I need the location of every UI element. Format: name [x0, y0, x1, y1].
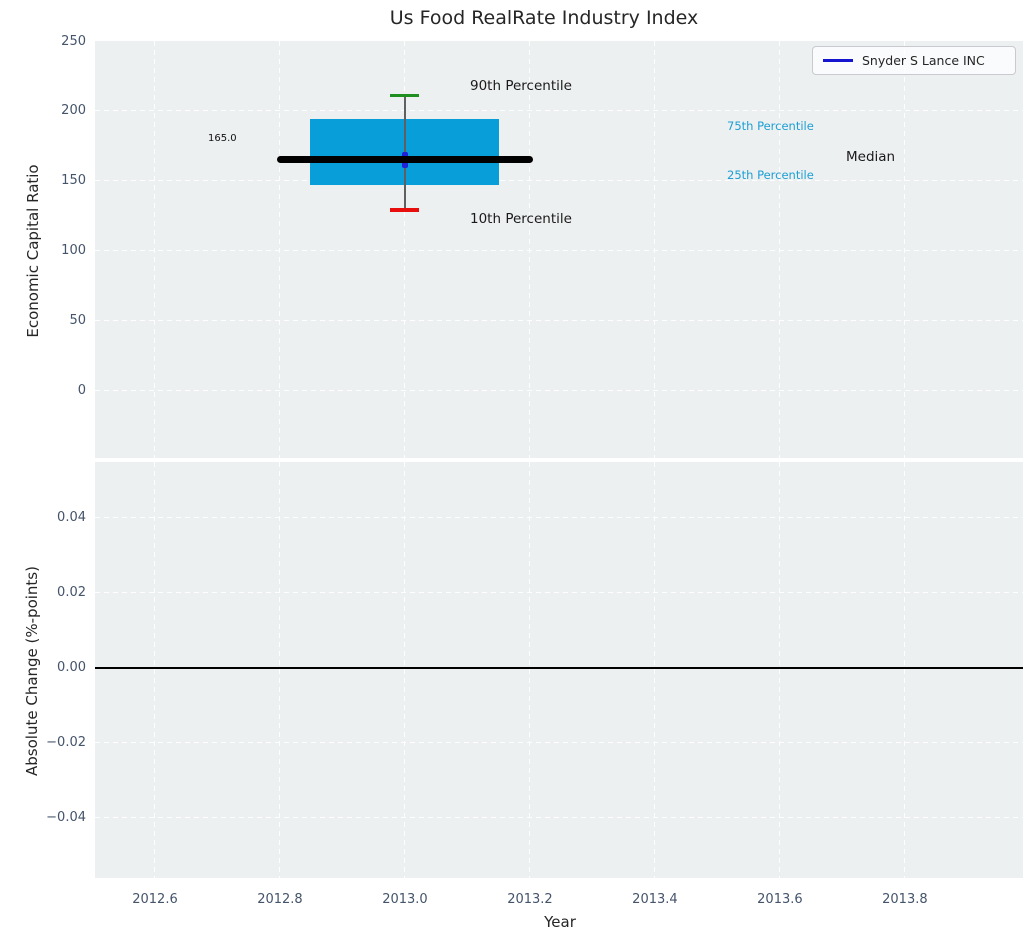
annotation-median: Median — [846, 149, 896, 166]
annotation-25th-percentile: 25th Percentile — [727, 168, 814, 183]
legend[interactable]: Snyder S Lance INC — [812, 46, 1016, 75]
gridline-vertical — [779, 41, 781, 458]
y-axis-label-top: Economic Capital Ratio — [24, 164, 42, 338]
gridline-vertical — [154, 462, 156, 878]
gridline-vertical — [404, 41, 406, 458]
gridline-horizontal — [95, 517, 1023, 519]
y-tick-label: −0.04 — [46, 810, 86, 826]
gridline-vertical — [654, 462, 656, 878]
gridline-horizontal — [95, 592, 1023, 594]
gridline-vertical — [154, 41, 156, 458]
x-tick-label: 2012.6 — [132, 892, 178, 907]
x-tick-label: 2013.2 — [507, 892, 553, 907]
gridline-vertical — [529, 41, 531, 458]
gridline-horizontal — [95, 319, 1023, 321]
gridline-horizontal — [95, 110, 1023, 112]
y-axis-label-bottom: Absolute Change (%-points) — [23, 566, 41, 776]
gridline-vertical — [279, 41, 281, 458]
y-tick-label: 0.04 — [57, 510, 86, 526]
y-tick-label: 150 — [61, 173, 86, 189]
y-tick-label: 0.00 — [57, 660, 86, 676]
gridline-horizontal — [95, 817, 1023, 819]
chart-title: Us Food RealRate Industry Index — [389, 7, 699, 29]
annotation-90th-percentile: 90th Percentile — [470, 78, 572, 95]
cap-90th-percentile — [390, 93, 420, 98]
zero-change-line — [95, 666, 1023, 669]
gridline-horizontal — [95, 249, 1023, 251]
y-tick-label: 0.02 — [57, 585, 86, 601]
gridline-vertical — [654, 41, 656, 458]
gridline-horizontal — [95, 180, 1023, 182]
median-line — [276, 156, 533, 164]
legend-line-sample — [823, 59, 853, 62]
gridline-horizontal — [95, 742, 1023, 744]
gridline-horizontal — [95, 389, 1023, 391]
x-tick-label: 2013.4 — [632, 892, 678, 907]
gridline-vertical — [779, 462, 781, 878]
annotation-165-0: 165.0 — [208, 133, 237, 144]
x-tick-label: 2013.0 — [382, 892, 428, 907]
gridline-vertical — [279, 462, 281, 878]
y-tick-label: 200 — [61, 103, 86, 119]
y-tick-label: 100 — [61, 242, 86, 258]
annotation-10th-percentile: 10th Percentile — [470, 211, 572, 228]
gridline-vertical — [904, 41, 906, 458]
y-tick-label: 50 — [69, 312, 86, 328]
y-tick-label: 0 — [77, 382, 86, 398]
x-tick-label: 2012.8 — [257, 892, 303, 907]
gridline-vertical — [904, 462, 906, 878]
annotation-75th-percentile: 75th Percentile — [727, 119, 814, 134]
cap-10th-percentile — [390, 208, 420, 212]
y-tick-label: 250 — [61, 33, 86, 49]
y-tick-label: −0.02 — [46, 735, 86, 751]
x-axis-label: Year — [544, 913, 576, 931]
bottom-axes-panel — [95, 462, 1023, 878]
x-tick-label: 2013.8 — [882, 892, 928, 907]
x-tick-label: 2013.6 — [757, 892, 803, 907]
legend-series-label: Snyder S Lance INC — [862, 53, 985, 68]
gridline-vertical — [404, 462, 406, 878]
gridline-vertical — [529, 462, 531, 878]
